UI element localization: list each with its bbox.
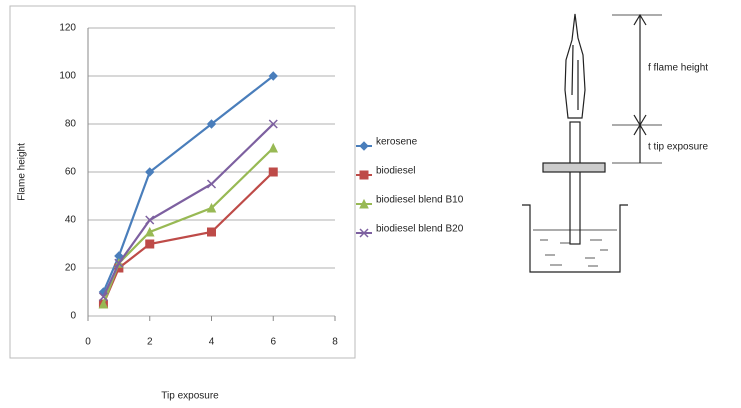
x-tick-label: 0 <box>85 337 91 348</box>
x-tick-label: 8 <box>332 337 338 348</box>
point <box>208 180 216 188</box>
point <box>269 168 277 176</box>
diagram-label: t tip exposure <box>648 142 708 153</box>
plate <box>543 163 605 172</box>
y-tick-label: 60 <box>65 167 77 178</box>
y-tick-label: 80 <box>65 119 77 130</box>
point <box>269 144 277 152</box>
page: Tip exposure Flame height f flame height… <box>0 0 741 408</box>
y-tick-label: 120 <box>59 23 76 34</box>
series-line <box>103 172 273 304</box>
point <box>208 228 216 236</box>
dimension-arrows <box>634 15 646 163</box>
legend-label: biodiesel <box>376 166 415 177</box>
x-tick-label: 6 <box>270 337 276 348</box>
y-tick-label: 100 <box>59 71 76 82</box>
diagram-label: f flame height <box>648 63 708 74</box>
container <box>522 205 628 272</box>
y-axis-label: Flame height <box>17 143 28 201</box>
legend-label: kerosene <box>376 137 418 148</box>
liquid <box>533 230 617 266</box>
legend-label: biodiesel blend B20 <box>376 224 464 235</box>
x-axis-label: Tip exposure <box>161 391 219 402</box>
x-tick-label: 4 <box>209 337 215 348</box>
y-tick-label: 20 <box>65 263 77 274</box>
legend-marker <box>360 171 368 179</box>
chart-frame <box>10 6 355 358</box>
point <box>146 240 154 248</box>
series-line <box>103 124 273 297</box>
legend-marker <box>360 142 368 150</box>
wick <box>570 122 580 244</box>
y-tick-label: 40 <box>65 215 77 226</box>
x-tick-label: 2 <box>147 337 153 348</box>
legend-label: biodiesel blend B10 <box>376 195 464 206</box>
flame-detail <box>572 45 578 110</box>
y-tick-label: 0 <box>70 311 76 322</box>
diagram <box>522 14 662 272</box>
flame <box>565 14 585 118</box>
